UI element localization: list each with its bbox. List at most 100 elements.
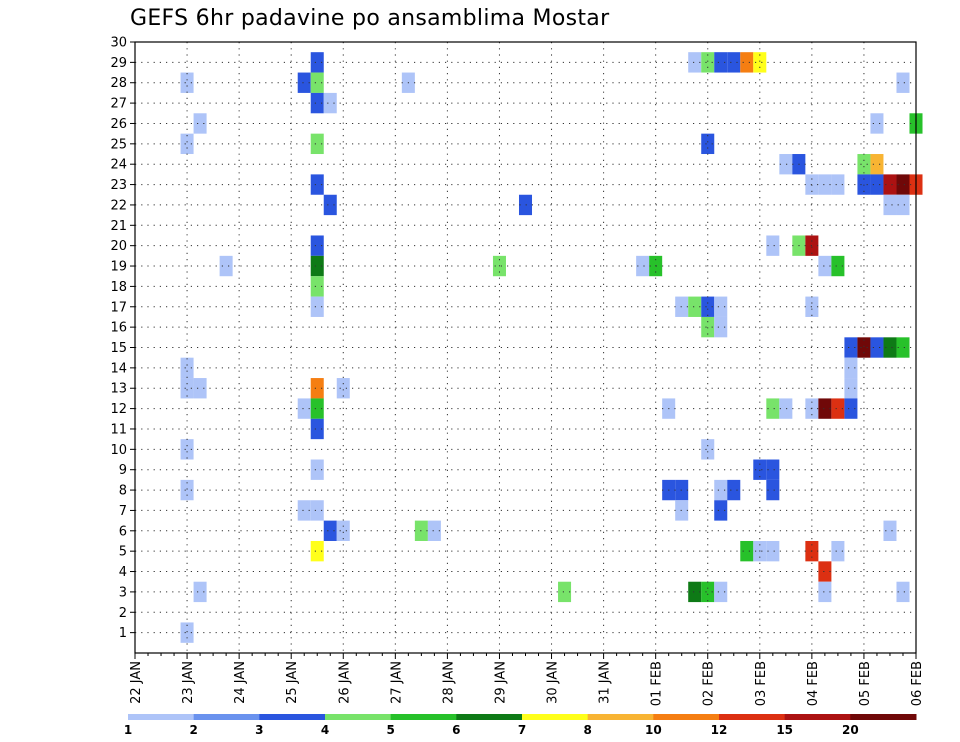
heatmap-cell (766, 398, 780, 419)
colorbar-swatch (522, 714, 589, 720)
y-tick-label: 25 (110, 137, 127, 152)
heatmap-cell (896, 174, 910, 195)
grid (134, 41, 917, 653)
heatmap-cell (831, 255, 845, 277)
x-tick-label: 26 JAN (337, 661, 352, 704)
heatmap-cell (219, 255, 233, 277)
colorbar-label: 3 (255, 723, 263, 737)
heatmap-cell (714, 581, 728, 603)
heatmap-cell (870, 337, 884, 358)
colorbar-swatch (259, 714, 326, 720)
x-tick-label: 04 FEB (806, 661, 821, 706)
heatmap-cell (857, 337, 871, 358)
heatmap-cell (180, 479, 194, 501)
x-tick-label: 27 JAN (389, 661, 404, 704)
heatmap-cell (310, 92, 324, 114)
heatmap-cell (896, 72, 910, 93)
colorbar-label: 7 (518, 723, 526, 737)
colorbar-swatch (850, 714, 917, 720)
heatmap-cell (844, 398, 858, 419)
colorbar-label: 15 (776, 723, 793, 737)
heatmap-cell (688, 296, 702, 317)
heatmap-cell (180, 622, 194, 643)
heatmap-cell (180, 72, 194, 93)
x-tick-label: 25 JAN (285, 661, 300, 704)
heatmap-cell (323, 194, 337, 216)
heatmap-cell (701, 133, 715, 155)
heatmap-cell (831, 540, 845, 562)
heatmap-cell (310, 133, 324, 155)
colorbar-label: 1 (124, 723, 132, 737)
heatmap-cell (701, 581, 715, 603)
heatmap-cell (714, 500, 728, 521)
heatmap-cell (779, 154, 793, 175)
y-tick-label: 9 (119, 463, 127, 478)
heatmap-cell (727, 52, 741, 73)
heatmap-cell (740, 52, 754, 73)
heatmap-cell (310, 459, 324, 480)
y-tick-label: 24 (110, 158, 127, 173)
heatmap-cell (558, 581, 572, 603)
y-tick-label: 28 (110, 76, 127, 91)
heatmap-cell (857, 154, 871, 175)
heatmap-cell (297, 500, 311, 521)
heatmap-cell (310, 398, 324, 419)
x-tick-label: 28 JAN (441, 661, 456, 704)
heatmap-cell (310, 72, 324, 93)
heatmap-cell (766, 459, 780, 480)
heatmap-cell (701, 316, 715, 338)
y-tick-label: 30 (110, 36, 127, 51)
heatmap-cell (310, 255, 324, 277)
colorbar-swatch (193, 714, 260, 720)
heatmap-cells (180, 52, 923, 643)
heatmap-cell (336, 520, 350, 541)
heatmap-cell (297, 398, 311, 419)
heatmap-cell (883, 194, 897, 216)
heatmap-cell (688, 52, 702, 73)
heatmap-cell (870, 154, 884, 175)
heatmap-cell (714, 316, 728, 338)
heatmap-cell (883, 337, 897, 358)
x-tick-label: 06 FEB (910, 661, 925, 706)
heatmap-cell (844, 337, 858, 358)
colorbar-label: 20 (842, 723, 859, 737)
x-axis: 22 JAN 23 JAN 24 JAN 25 JAN 26 JAN 27 JAN 28 J… (129, 653, 925, 706)
y-tick-label: 18 (110, 280, 127, 295)
heatmap-cell (753, 52, 767, 73)
y-tick-label: 21 (110, 219, 127, 234)
heatmap-cell (180, 357, 194, 379)
colorbar-label: 12 (711, 723, 728, 737)
colorbar-swatch (784, 714, 851, 720)
y-tick-label: 20 (110, 239, 127, 254)
y-tick-label: 14 (110, 361, 127, 376)
heatmap-cell (310, 235, 324, 256)
heatmap-cell (844, 357, 858, 379)
y-axis: 1234567891011121314151617181920212223242… (110, 36, 135, 641)
heatmap-cell (870, 113, 884, 134)
y-tick-label: 3 (119, 585, 127, 600)
heatmap-cell (766, 479, 780, 501)
y-tick-label: 1 (119, 626, 127, 641)
x-tick-label: 31 JAN (598, 661, 613, 704)
heatmap-cell (193, 113, 207, 134)
x-tick-label: 01 FEB (650, 661, 665, 706)
x-tick-label: 05 FEB (858, 661, 873, 706)
heatmap-cell (193, 581, 207, 603)
heatmap-cell (714, 296, 728, 317)
heatmap-cell (180, 378, 194, 399)
heatmap-cell (883, 174, 897, 195)
colorbar: 1 2 3 4 5 6 7 8 10 12 15 20 (124, 714, 917, 737)
heatmap-cell (831, 398, 845, 419)
heatmap-cell (518, 194, 533, 216)
y-tick-label: 29 (110, 56, 127, 71)
colorbar-swatch (653, 714, 720, 720)
colorbar-swatch (719, 714, 786, 720)
heatmap-cell (740, 540, 754, 562)
heatmap-cell (310, 378, 324, 399)
colorbar-swatch (587, 714, 654, 720)
heatmap-cell (896, 337, 910, 358)
heatmap-cell (180, 133, 194, 155)
heatmap-cell (896, 581, 910, 603)
